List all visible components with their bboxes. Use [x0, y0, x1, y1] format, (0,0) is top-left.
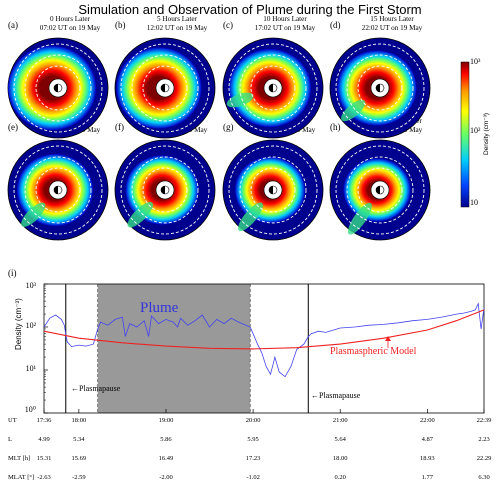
table-cell: 5.64: [334, 436, 346, 443]
observed-density-line: [43, 302, 485, 378]
table-row-label: UT: [8, 417, 17, 424]
model-label: Plasmaspheric Model: [330, 346, 417, 357]
plasmasphere-map: [7, 139, 109, 241]
panel-caption: 10 Hours Later 17:02 UT on 19 May: [254, 15, 316, 32]
panel-letter: (b): [115, 20, 126, 30]
table-cell: 0.20: [334, 474, 346, 481]
panel-i-letter: (i): [8, 268, 17, 278]
table-cell: 16.49: [158, 455, 174, 462]
plasmapause-annotation-2: ←Plasmapause: [311, 391, 361, 400]
ytick-10: 10¹: [25, 364, 36, 373]
figure-title: Simulation and Observation of Plume duri…: [78, 2, 422, 17]
table-row-label: L: [8, 436, 12, 443]
table-cell: 20:00: [245, 417, 261, 424]
colorbar-tick-top: 10³: [470, 57, 481, 66]
table-cell: 4.87: [421, 436, 434, 443]
colorbar: [460, 61, 470, 208]
panel-caption: 15 Hours Later 22:02 UT on 19 May: [361, 15, 423, 32]
plasmasphere-map: [329, 139, 431, 241]
table-cell: 17.23: [245, 455, 261, 462]
table-cell: 18.93: [420, 455, 435, 462]
table-cell: 6.30: [478, 474, 490, 481]
plume-label: Plume: [140, 300, 179, 316]
table-cell: -2.59: [72, 474, 86, 481]
table-cell: 5.86: [160, 436, 172, 443]
panel-letter: (f): [115, 122, 124, 132]
table-cell: -2.63: [37, 474, 51, 481]
table-cell: -1.02: [246, 474, 260, 481]
panel-letter: (h): [330, 122, 341, 132]
table-cell: -2.00: [159, 474, 173, 481]
model-density-line: [43, 309, 485, 350]
plasmasphere-map: [329, 37, 431, 139]
plasmasphere-map: [114, 37, 216, 139]
ytick-100: 10²: [25, 321, 36, 330]
table-cell: 22:00: [419, 417, 435, 424]
table-cell: 22.29: [476, 455, 492, 462]
table-cell: 2.23: [478, 436, 490, 443]
table-cell: 22:39: [476, 417, 492, 424]
y-axis-label: Density (cm⁻³): [14, 298, 23, 350]
table-cell: 5.34: [73, 436, 85, 443]
panel-letter: (a): [8, 20, 18, 30]
table-row-label: MLAT [°]: [8, 474, 35, 481]
panel-letter: (d): [330, 20, 341, 30]
table-cell: 4.99: [38, 436, 50, 443]
panel-letter: (c): [223, 20, 233, 30]
plasmasphere-map: [222, 37, 324, 139]
plasmapause-annotation-1: ←Plasmapause: [71, 384, 121, 393]
ytick-1000: 10³: [25, 281, 36, 290]
table-cell: 15.31: [36, 455, 52, 462]
plot-frame: [43, 283, 485, 414]
table-row-label: MLT [h]: [8, 455, 31, 462]
table-cell: 1.77: [421, 474, 434, 481]
table-cell: 19:00: [158, 417, 174, 424]
panel-caption: 0 Hours Later 07:02 UT on 19 May: [39, 15, 101, 32]
panel-letter: (g): [223, 122, 234, 132]
table-cell: 17:36: [36, 417, 52, 424]
table-cell: 18.00: [332, 455, 348, 462]
table-cell: 21:00: [332, 417, 348, 424]
plasmasphere-map: [222, 139, 324, 241]
colorbar-tick-bottom: 10: [470, 198, 478, 207]
table-cell: 18:00: [71, 417, 87, 424]
table-cell: 5.95: [247, 436, 259, 443]
ytick-1: 10⁰: [24, 405, 36, 414]
colorbar-tick-mid: 10²: [470, 126, 481, 135]
plasmasphere-map: [7, 37, 109, 139]
plasmasphere-map: [114, 139, 216, 241]
panel-caption: 5 Hours Later 12:02 UT on 19 May: [146, 15, 208, 32]
table-cell: 15.69: [71, 455, 87, 462]
panel-letter: (e): [8, 122, 18, 132]
